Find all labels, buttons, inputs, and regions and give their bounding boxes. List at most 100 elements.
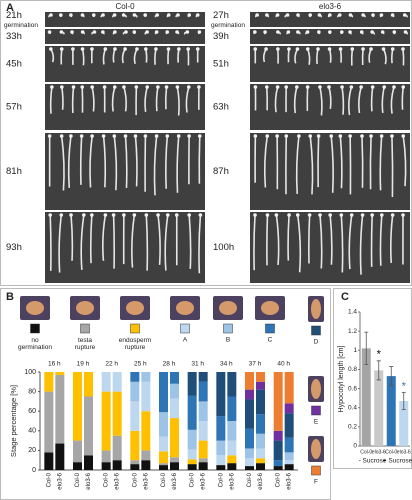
seed (186, 85, 191, 89)
seed (305, 47, 310, 51)
seed (316, 134, 321, 138)
seedling (91, 86, 95, 112)
seed (360, 134, 364, 138)
x-tick-label: Col-0 (75, 472, 81, 487)
seed (69, 13, 73, 17)
seed (197, 30, 202, 34)
seed (297, 134, 301, 138)
seed (132, 13, 137, 17)
seedling (330, 135, 334, 193)
seed (349, 213, 354, 217)
seedling (347, 86, 353, 116)
seed (379, 134, 384, 138)
seed (198, 213, 203, 217)
seedling (71, 86, 75, 114)
seedling (329, 214, 333, 265)
bar-segment (256, 448, 265, 459)
seed (47, 134, 52, 138)
seedling (361, 135, 364, 188)
bar-segment (245, 458, 254, 467)
time-label: 27h (213, 10, 229, 21)
seed (401, 85, 406, 89)
seed (370, 213, 374, 217)
bar-segment (256, 381, 265, 390)
seed (175, 30, 179, 34)
seed (71, 47, 75, 51)
seedling (348, 214, 353, 270)
seedling (49, 86, 53, 114)
legend-label-line: testa (78, 337, 92, 344)
seedling (145, 214, 149, 271)
bar-segment (256, 414, 265, 434)
time-label: 51h (213, 59, 229, 70)
seedling-photo (250, 212, 410, 283)
x-tick-label: elo3-6 (201, 472, 207, 489)
y-tick-label: 0 (32, 467, 36, 474)
seed-image (311, 439, 321, 459)
seedling (389, 214, 394, 263)
seed (70, 30, 74, 34)
seed (403, 30, 408, 34)
seed (369, 47, 373, 51)
seed (90, 213, 94, 217)
legend-label-line: endosperm (119, 337, 152, 344)
legend-label: B (226, 337, 230, 344)
x-tick-label: elo3-6 (172, 472, 178, 489)
bar-segment (55, 374, 65, 444)
seedling (402, 135, 407, 187)
seed (371, 13, 375, 17)
bar-segment (256, 458, 265, 464)
seedling (123, 86, 127, 112)
bar-segment (227, 463, 237, 470)
bar-segment (284, 437, 294, 453)
time-label: 33h (6, 31, 22, 42)
bar-segment (187, 449, 197, 460)
seed (59, 13, 63, 17)
seed (186, 47, 190, 51)
seed (135, 47, 139, 51)
seed (80, 85, 85, 89)
legend-label: C (268, 337, 273, 344)
seedling (253, 214, 256, 271)
x-tick-label: elo3-6 (397, 449, 411, 455)
seed (359, 30, 364, 34)
bar-segment (141, 450, 151, 461)
seed (317, 13, 322, 17)
seedling (369, 135, 372, 190)
seedling (263, 135, 269, 188)
bar (386, 376, 396, 446)
seed (59, 213, 64, 217)
bar-segment (216, 372, 226, 417)
group-label: + Sucrose (383, 458, 412, 465)
seedling (274, 86, 279, 113)
bar-segment (55, 443, 65, 470)
seed (308, 13, 313, 17)
seed (339, 30, 344, 34)
x-tick-label: elo3-6 (143, 472, 149, 489)
seed (122, 213, 126, 217)
seed (101, 13, 105, 17)
seed (187, 213, 192, 217)
bar-segment (141, 411, 151, 451)
bar-segment (256, 389, 265, 415)
bar-segment (141, 460, 151, 470)
seed (381, 47, 386, 51)
bar-segment (101, 462, 111, 470)
seed (392, 30, 397, 34)
legend-label-line: rupture (125, 344, 146, 351)
seedling (350, 48, 354, 66)
time-label: 87h (213, 166, 229, 177)
legend-swatch (265, 323, 275, 334)
y-tick-label: 0 (353, 443, 357, 450)
time-label: 16 h (48, 361, 61, 368)
bar-segment (130, 464, 140, 470)
seedling (111, 86, 116, 112)
seedling (60, 135, 65, 191)
seed (328, 30, 332, 34)
seed (348, 13, 353, 17)
y-tick-label: 0.8 (348, 366, 357, 373)
seed (264, 85, 269, 89)
seedling (390, 86, 395, 114)
seed (154, 30, 159, 34)
seed (338, 134, 343, 138)
